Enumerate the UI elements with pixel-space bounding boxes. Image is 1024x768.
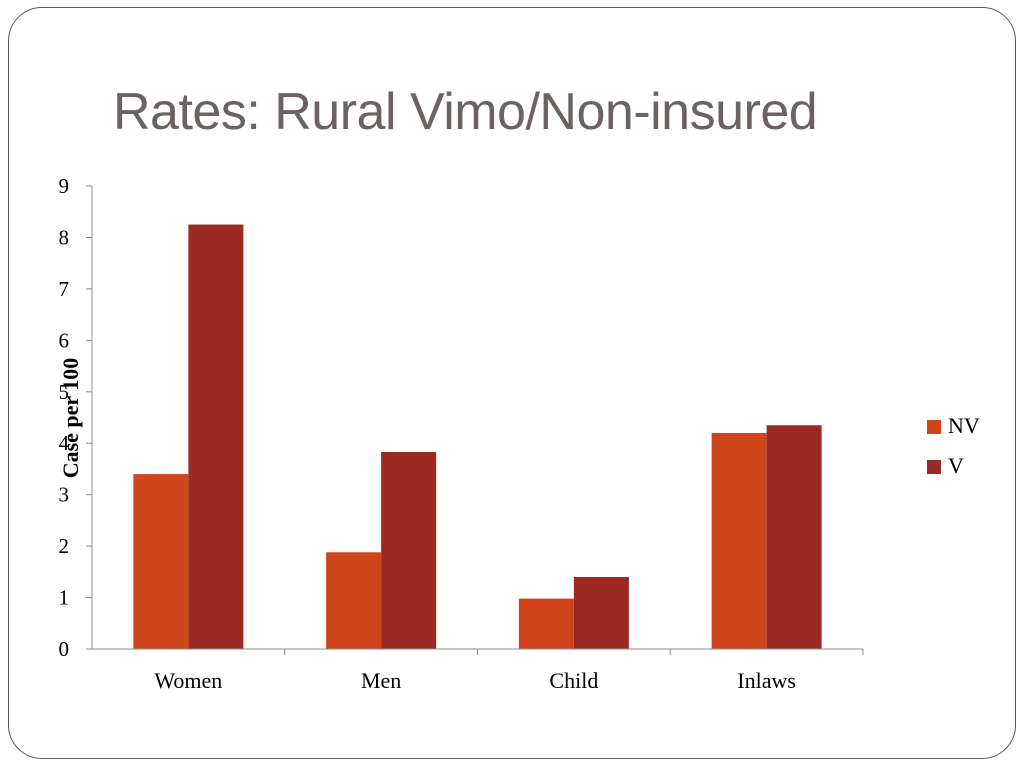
y-axis-title: Case per 100 — [58, 358, 83, 479]
y-tick-label: 9 — [59, 174, 70, 198]
bar-v-men — [381, 451, 437, 649]
x-category-label: Child — [549, 668, 598, 693]
legend: NV V — [927, 413, 980, 478]
y-tick-label: 7 — [59, 277, 70, 301]
y-tick-label: 1 — [59, 586, 70, 610]
bars — [133, 224, 822, 650]
legend-swatch-nv — [927, 420, 941, 434]
bar-v-inlaws — [766, 425, 822, 649]
y-tick-label: 2 — [59, 534, 70, 558]
x-axis-labels: Women Men Child Inlaws — [154, 649, 864, 693]
bar-nv-women — [133, 474, 189, 649]
bar-nv-child — [518, 598, 574, 649]
x-category-label: Inlaws — [737, 668, 796, 693]
y-tick-label: 3 — [59, 483, 70, 507]
legend-swatch-v — [927, 460, 941, 474]
bar-nv-inlaws — [711, 432, 767, 649]
x-category-label: Women — [154, 668, 222, 693]
y-tick-label: 5 — [59, 380, 70, 404]
slide-title: Rates: Rural Vimo/Non-insured — [113, 83, 818, 141]
y-tick-label: 6 — [59, 328, 70, 352]
bar-v-child — [573, 576, 629, 649]
y-tick-label: 4 — [59, 431, 70, 455]
x-category-label: Men — [361, 668, 401, 693]
bar-nv-men — [326, 552, 382, 649]
y-tick-label: 8 — [59, 225, 70, 249]
legend-label-nv: NV — [948, 413, 980, 438]
bar-v-women — [188, 224, 244, 650]
y-axis-ticks: 0 1 2 3 4 5 6 7 8 9 — [59, 174, 92, 661]
y-tick-label: 0 — [59, 637, 70, 661]
legend-label-v: V — [948, 453, 964, 478]
